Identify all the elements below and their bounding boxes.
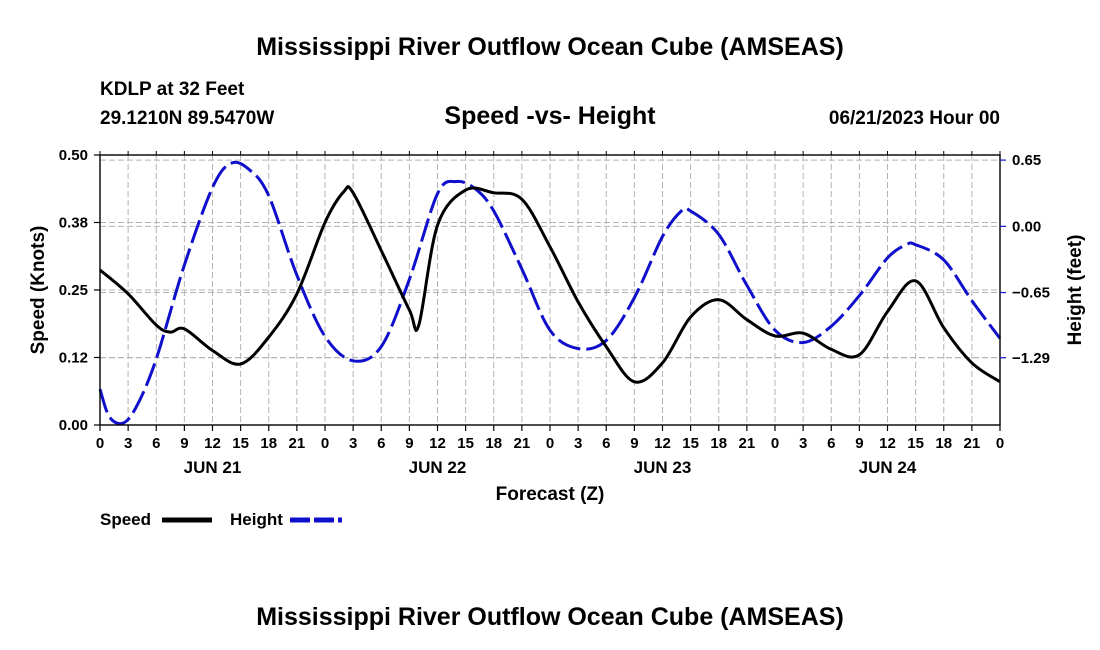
x-tick-label: 15 [232,435,249,452]
y2-tick-label: −1.29 [1012,350,1050,367]
chart-subtitle: Speed -vs- Height [444,102,656,130]
legend: Speed Height [100,510,342,529]
y-tick-label: 0.12 [59,350,88,367]
series-layer [98,160,1002,426]
y-axis-title: Speed (Knots) [28,226,49,355]
x-tick-label: 18 [485,435,502,452]
forecast-datetime: 06/21/2023 Hour 00 [829,108,1000,129]
y2-tick-label: 0.00 [1012,218,1041,235]
y-tick-label: 0.50 [59,147,88,164]
x-tick-label: 9 [855,435,863,452]
x-tick-label: 3 [799,435,807,452]
footer-title: Mississippi River Outflow Ocean Cube (AM… [256,603,844,631]
y-tick-label: 0.25 [59,282,88,299]
x-tick-label: 12 [204,435,221,452]
x-tick-label: 3 [124,435,132,452]
y-tick-label: 0.38 [59,215,88,232]
x-tick-label: 18 [710,435,727,452]
x-tick-label: 0 [771,435,779,452]
y2-axis-title: Height (feet) [1065,235,1086,346]
x-tick-label: 6 [377,435,385,452]
x-tick-label: 15 [682,435,699,452]
legend-height-label: Height [230,510,283,529]
x-tick-label: 3 [574,435,582,452]
x-tick-label: 12 [429,435,446,452]
x-tick-label: 21 [739,435,756,452]
x-tick-label: 21 [514,435,531,452]
x-tick-label: 15 [457,435,474,452]
x-tick-label: 0 [546,435,554,452]
x-tick-label: 0 [996,435,1004,452]
x-tick-label: 21 [964,435,981,452]
y2-tick-label: 0.65 [1012,152,1041,169]
y2-tick-label: −0.65 [1012,285,1050,302]
height-series-line [98,160,1002,426]
chart-main-title: Mississippi River Outflow Ocean Cube (AM… [256,33,844,61]
x-tick-label: 6 [152,435,160,452]
x-day-label: JUN 24 [859,458,917,477]
x-tick-label: 9 [630,435,638,452]
x-tick-label: 0 [321,435,329,452]
x-tick-label: 15 [907,435,924,452]
x-tick-label: 21 [289,435,306,452]
speed-series-line [99,185,1001,384]
y-tick-label: 0.00 [59,417,88,434]
x-day-label: JUN 23 [634,458,692,477]
x-tick-label: 9 [405,435,413,452]
x-tick-label: 12 [879,435,896,452]
station-coordinates: 29.1210N 89.5470W [100,108,274,129]
legend-speed-label: Speed [100,510,151,529]
station-label: KDLP at 32 Feet [100,79,245,100]
x-tick-label: 0 [96,435,104,452]
x-axis-title: Forecast (Z) [496,484,605,505]
x-tick-label: 3 [349,435,357,452]
axes: 0 3 6 9 12 15 18 21 0 3 6 9 12 15 18 21 0 3 6 9 12 15 18 21 0 3 6 9… [59,147,1050,477]
x-tick-label: 18 [935,435,952,452]
x-tick-label: 9 [180,435,188,452]
x-tick-label: 12 [654,435,671,452]
x-day-label: JUN 22 [409,458,467,477]
x-tick-label: 6 [827,435,835,452]
x-day-label: JUN 21 [184,458,242,477]
x-tick-label: 18 [260,435,277,452]
x-tick-label: 6 [602,435,610,452]
